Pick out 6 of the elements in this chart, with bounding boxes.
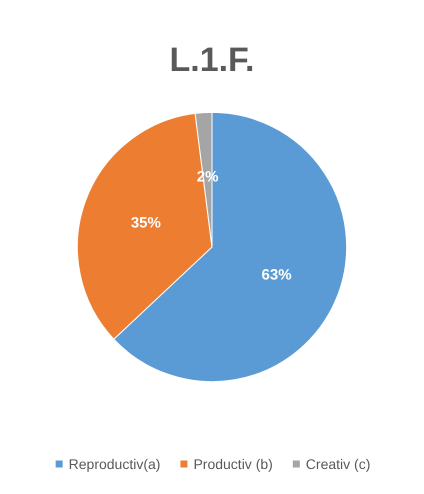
data-label: 35% [130,214,161,232]
legend-label: Reproductiv(a) [68,456,160,472]
data-label: 63% [262,266,292,284]
legend-label: Creativ (c) [306,456,370,472]
chart-title: L.1.F. [169,41,255,79]
legend-label: Productiv (b) [193,456,273,472]
